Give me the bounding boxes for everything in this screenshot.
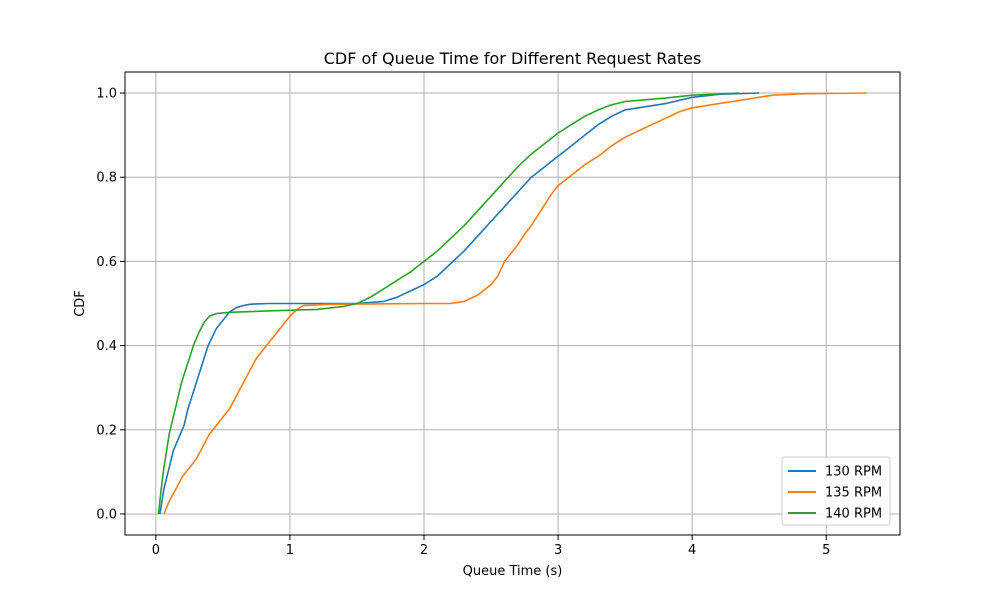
x-tick-label: 4 (688, 543, 696, 558)
y-tick-label: 0.6 (96, 255, 117, 270)
legend-box (781, 456, 891, 526)
series-line-140-rpm (157, 92, 740, 515)
x-tick-label: 3 (554, 543, 562, 558)
y-tick-label: 1.0 (96, 87, 117, 102)
legend: 130 RPM 135 RPM 140 RPM (781, 456, 891, 526)
legend-label: 130 RPM (825, 465, 882, 480)
y-tick-label: 0.0 (96, 507, 117, 522)
y-tick-label: 0.8 (96, 171, 117, 186)
y-axis-label: CDF (73, 290, 88, 317)
x-tick-label: 1 (286, 543, 294, 558)
x-tick-label: 0 (152, 543, 160, 558)
series-line-130-rpm (159, 92, 760, 515)
axes: 0 1 2 3 4 5 0.0 0.2 0.4 0.6 0.8 1.0 (96, 87, 830, 558)
legend-label: 135 RPM (825, 486, 882, 501)
grid-lines (125, 72, 900, 535)
plot-frame (124, 71, 901, 536)
chart-title: CDF of Queue Time for Different Request … (324, 49, 702, 68)
plot-area (157, 92, 867, 515)
legend-label: 140 RPM (825, 507, 882, 522)
x-axis-label: Queue Time (s) (463, 564, 563, 579)
y-tick-label: 0.2 (96, 423, 117, 438)
x-tick-label: 2 (420, 543, 428, 558)
series-line-135-rpm (163, 92, 867, 515)
y-tick-label: 0.4 (96, 339, 117, 354)
x-tick-label: 5 (822, 543, 830, 558)
